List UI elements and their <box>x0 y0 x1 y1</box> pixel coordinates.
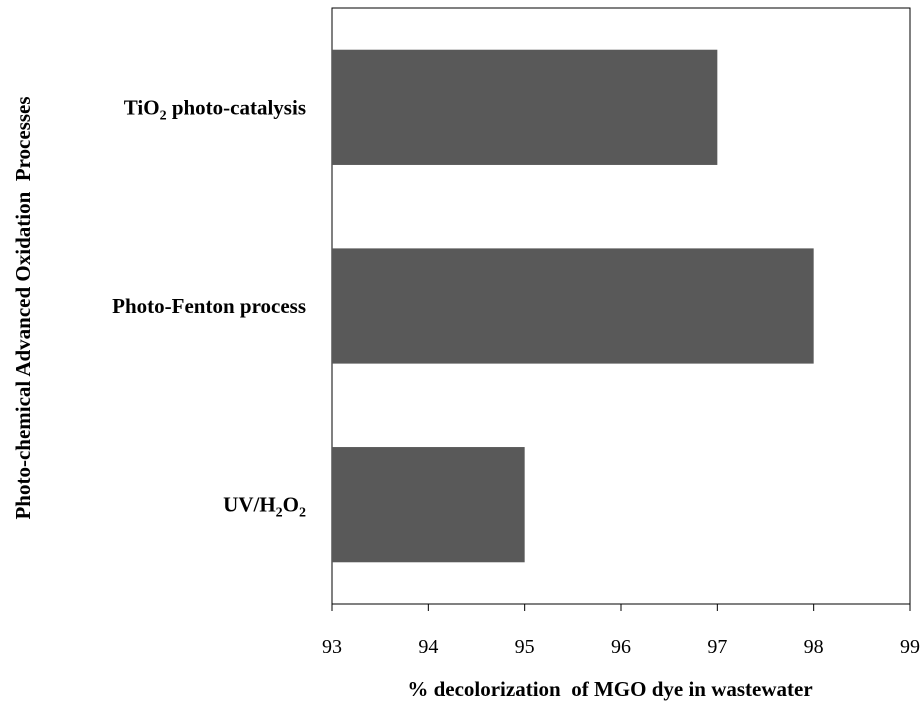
category-label: TiO2 photo-catalysis <box>124 95 306 123</box>
x-tick-label: 95 <box>515 636 535 658</box>
x-axis-title: % decolorization of MGO dye in wastewate… <box>407 677 812 701</box>
bar <box>332 248 814 364</box>
bar <box>332 447 525 563</box>
x-tick-label: 98 <box>804 636 824 658</box>
category-label: Photo-Fenton process <box>112 294 306 318</box>
x-tick-label: 93 <box>322 636 342 658</box>
x-tick-label: 96 <box>611 636 631 658</box>
x-tick-label: 94 <box>418 636 438 658</box>
y-axis-title: Photo-chemical Advanced Oxidation Proces… <box>11 96 35 519</box>
category-label: UV/H2O2 <box>223 493 306 521</box>
x-tick-label: 99 <box>900 636 920 658</box>
x-tick-label: 97 <box>707 636 727 658</box>
bar <box>332 49 718 165</box>
